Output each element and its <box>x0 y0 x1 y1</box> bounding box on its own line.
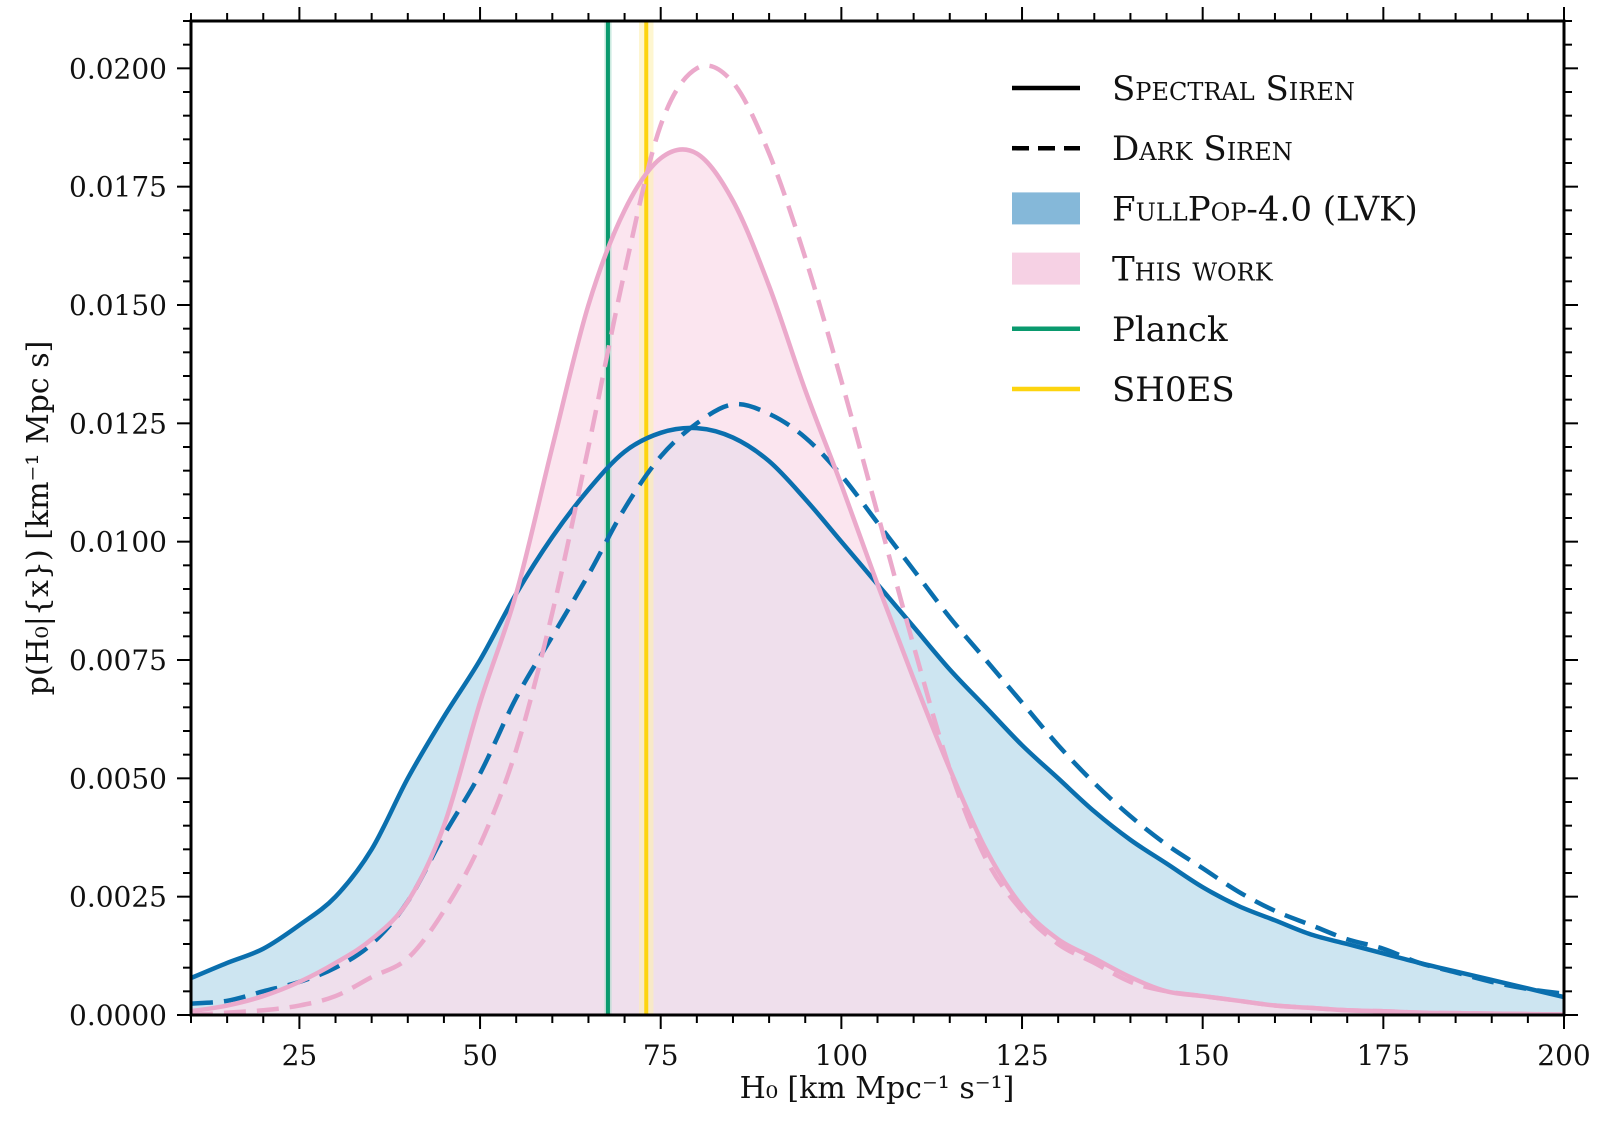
y-tick-label: 0.0200 <box>69 52 167 85</box>
series-line-0 <box>191 425 1564 1000</box>
y-tick-label: 0.0100 <box>69 526 167 559</box>
y-axis-label: p(H₀|{x}) [km⁻¹ Mpc s] <box>21 341 56 696</box>
legend-item: Spectral Siren <box>1012 69 1355 109</box>
legend-item: SH0ES <box>1012 370 1235 410</box>
y-tick-label: 0.0125 <box>69 407 167 440</box>
x-tick-label: 150 <box>1176 1039 1229 1072</box>
y-tick-label: 0.0050 <box>69 762 167 795</box>
x-tick-label: 25 <box>282 1039 318 1072</box>
legend-label: Dark Siren <box>1112 129 1293 169</box>
legend-label: FullPop-4.0 (LVK) <box>1112 189 1418 229</box>
y-tick-label: 0.0025 <box>69 881 167 914</box>
legend-label: SH0ES <box>1112 370 1235 410</box>
series-fill-2 <box>191 149 1564 1015</box>
reference-lines-layer <box>604 21 654 1015</box>
legend: Spectral Siren Dark Siren FullPop-4.0 (LVK… <box>1012 69 1418 410</box>
legend-item: FullPop-4.0 (LVK) <box>1012 189 1418 229</box>
fill-layer <box>191 149 1564 1015</box>
series-line-3 <box>191 63 1564 1015</box>
legend-label: This work <box>1112 250 1274 290</box>
legend-swatch <box>1012 252 1080 285</box>
y-tick-label: 0.0175 <box>69 171 167 204</box>
legend-item: Dark Siren <box>1012 129 1293 169</box>
x-tick-label: 175 <box>1357 1039 1410 1072</box>
legend-item: This work <box>1012 250 1274 290</box>
x-tick-label: 100 <box>815 1039 868 1072</box>
axes-layer <box>177 7 1578 1029</box>
x-tick-label: 125 <box>995 1039 1048 1072</box>
y-tick-label: 0.0075 <box>69 644 167 677</box>
x-tick-label: 200 <box>1537 1039 1590 1072</box>
y-tick-label: 0.0000 <box>69 999 167 1032</box>
tick-labels-layer: 25 50 75 100 125 150 175 200 0.0000 0.0025 0.0050 0… <box>69 52 1591 1072</box>
x-axis-label: H₀ [km Mpc⁻¹ s⁻¹] <box>740 1071 1015 1106</box>
legend-label: Spectral Siren <box>1112 69 1355 109</box>
curves-layer <box>191 63 1564 1015</box>
legend-swatch <box>1012 192 1080 225</box>
legend-label: Planck <box>1112 310 1228 350</box>
y-tick-label: 0.0150 <box>69 289 167 322</box>
legend-item: Planck <box>1012 310 1228 350</box>
x-tick-label: 50 <box>462 1039 498 1072</box>
x-tick-label: 75 <box>643 1039 679 1072</box>
